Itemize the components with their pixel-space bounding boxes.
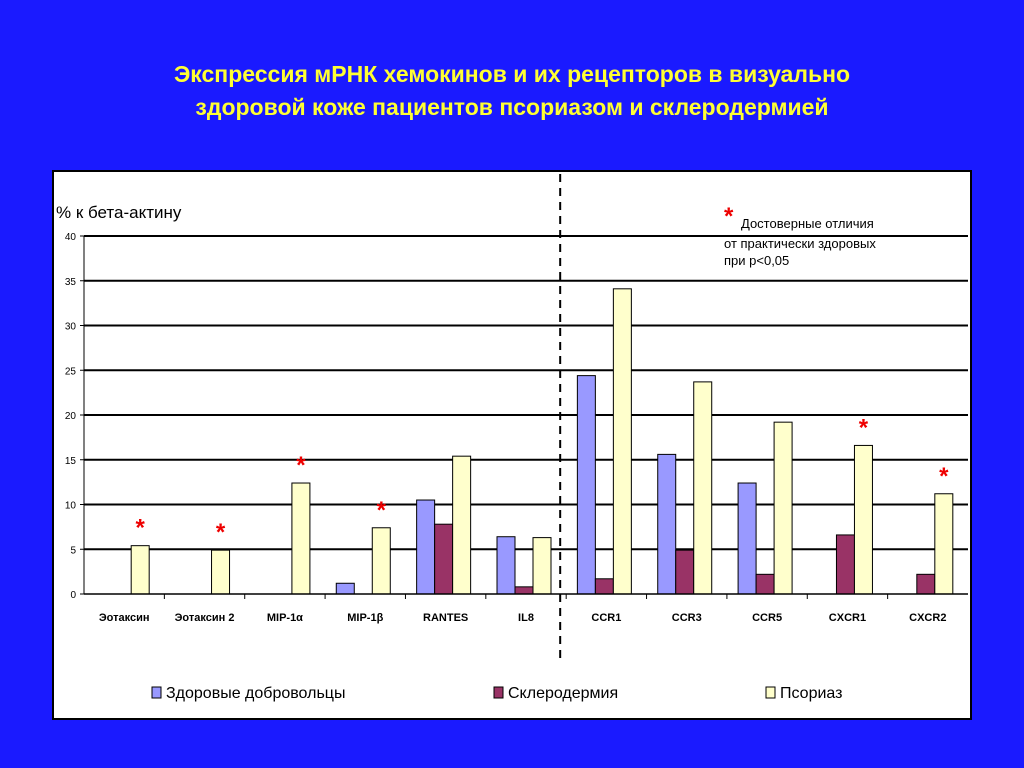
bar-1-8 <box>755 573 775 595</box>
slide-title-line-2: здоровой коже пациентов псориазом и скле… <box>195 94 829 120</box>
bar-2-9 <box>853 444 873 595</box>
note-line-3: при p<0,05 <box>724 253 789 268</box>
bar-0-6 <box>576 375 596 595</box>
bar-2-5 <box>532 537 552 595</box>
x-tick-label-8: CCR5 <box>752 612 782 624</box>
slide-title: Экспрессия мРНК хемокинов и их рецепторо… <box>0 58 1024 124</box>
x-tick-label-6: CCR1 <box>591 612 621 624</box>
bar-1-6 <box>594 578 614 595</box>
legend-label-1: Склеродермия <box>508 685 618 702</box>
significance-star-10: * <box>939 463 949 490</box>
x-tick-label-2: MIP-1α <box>267 612 303 624</box>
y-tick-label-10: 10 <box>65 501 77 512</box>
y-tick-label-15: 15 <box>65 456 77 467</box>
y-axis-label: % к бета-актину <box>56 203 182 222</box>
bar-2-2 <box>291 482 311 595</box>
significance-star-3: * <box>377 497 387 524</box>
note-line-2: от практически здоровых <box>724 236 876 251</box>
significance-star-2: * <box>296 452 306 479</box>
chart-panel <box>52 170 972 720</box>
legend: Здоровые добровольцы Склеродермия Псориаз <box>151 685 842 702</box>
bar-1-10 <box>916 573 936 595</box>
bar-0-8 <box>737 482 757 595</box>
bar-2-1 <box>211 549 231 595</box>
bar-2-7 <box>693 381 713 595</box>
bar-2-10 <box>934 493 954 595</box>
x-tick-label-5: IL8 <box>518 612 534 624</box>
bar-1-7 <box>675 549 695 595</box>
x-tick-label-7: CCR3 <box>672 612 702 624</box>
y-tick-label-0: 0 <box>70 590 76 601</box>
bar-2-6 <box>612 288 632 595</box>
y-tick-label-20: 20 <box>65 411 77 422</box>
y-tick-label-5: 5 <box>70 545 76 556</box>
legend-label-2: Псориаз <box>780 685 842 702</box>
bar-0-4 <box>416 499 436 595</box>
bar-0-5 <box>496 536 516 595</box>
bar-layer <box>130 288 954 595</box>
legend-label-0: Здоровые добровольцы <box>166 685 345 702</box>
bar-1-5 <box>514 586 534 595</box>
y-tick-label-40: 40 <box>65 232 77 243</box>
x-tick-label-3: MIP-1β <box>347 612 383 624</box>
bar-2-8 <box>773 421 793 595</box>
significance-star-9: * <box>859 414 869 441</box>
x-tick-label-10: CXCR2 <box>909 612 946 624</box>
axis-layer <box>80 174 968 660</box>
bar-2-0 <box>130 545 150 595</box>
bar-0-7 <box>657 453 677 595</box>
x-tick-label-0: Эотаксин <box>99 612 150 624</box>
bar-2-4 <box>452 455 472 595</box>
legend-swatch-2 <box>765 686 776 699</box>
note-line-1: Достоверные отличия <box>741 216 874 231</box>
label-layer: 0 5 10 15 20 25 30 35 40 Эотаксин * Эотаксин 2 * MIP-… <box>65 232 949 624</box>
x-tick-label-9: CXCR1 <box>829 612 866 624</box>
y-tick-label-30: 30 <box>65 322 77 333</box>
slide-title-line-1: Экспрессия мРНК хемокинов и их рецепторо… <box>173 61 851 87</box>
significance-star-0: * <box>136 515 146 542</box>
bar-0-3 <box>335 582 355 595</box>
bar-1-4 <box>434 523 454 595</box>
legend-swatch-1 <box>493 686 504 699</box>
significance-note: * Достоверные отличия от практически здо… <box>724 203 876 268</box>
x-tick-label-1: Эотаксин 2 <box>175 612 235 624</box>
y-tick-label-25: 25 <box>65 366 77 377</box>
y-tick-label-35: 35 <box>65 277 77 288</box>
grid-layer <box>84 235 968 551</box>
significance-star-1: * <box>216 519 226 546</box>
bar-1-9 <box>835 534 855 595</box>
note-star: * <box>724 203 734 230</box>
legend-swatch-0 <box>151 686 162 699</box>
bar-2-3 <box>371 527 391 595</box>
x-tick-label-4: RANTES <box>423 612 468 624</box>
